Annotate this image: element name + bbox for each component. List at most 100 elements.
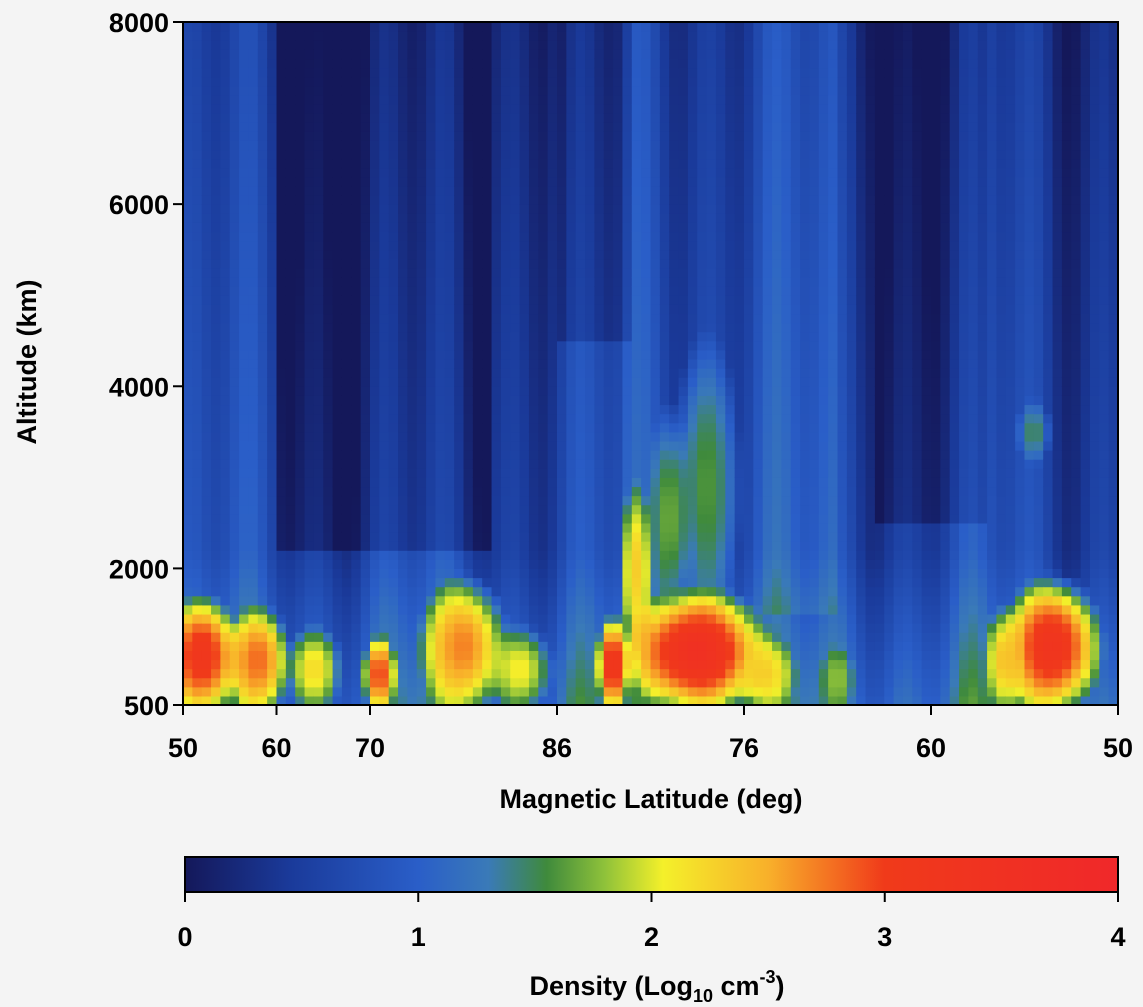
heatmap-cell (781, 641, 792, 651)
heatmap-cell (388, 40, 399, 50)
heatmap-cell (323, 240, 334, 251)
heatmap-cell (257, 495, 268, 506)
heatmap-cell (304, 386, 315, 396)
heatmap-cell (454, 686, 465, 697)
heatmap-cell (566, 222, 577, 233)
heatmap-cell (641, 249, 652, 260)
heatmap-cell (594, 659, 605, 670)
heatmap-cell (631, 340, 642, 351)
heatmap-cell (697, 49, 708, 60)
heatmap-cell (211, 659, 221, 670)
heatmap-cell (575, 267, 586, 278)
heatmap-cell (276, 58, 287, 69)
heatmap-cell (398, 413, 408, 424)
heatmap-cell (332, 258, 343, 269)
heatmap-cell (744, 677, 754, 688)
heatmap-cell (454, 313, 465, 324)
heatmap-cell (435, 158, 446, 169)
heatmap-cell (557, 422, 567, 433)
heatmap-cell (631, 604, 642, 615)
heatmap-cell (603, 176, 614, 187)
heatmap-cell (781, 222, 792, 233)
heatmap-cell (557, 686, 567, 697)
heatmap-cell (388, 167, 399, 178)
heatmap-cell (435, 459, 446, 469)
heatmap-cell (192, 167, 203, 178)
heatmap-cell (332, 504, 343, 515)
heatmap-cell (659, 295, 670, 305)
heatmap-cell (183, 413, 193, 424)
heatmap-cell (332, 213, 343, 223)
heatmap-cell (697, 140, 708, 151)
heatmap-cell (201, 295, 212, 305)
heatmap-cell (323, 486, 334, 497)
heatmap-cell (519, 459, 530, 469)
heatmap-cell (585, 31, 595, 41)
heatmap-cell (659, 413, 670, 424)
heatmap-cell (407, 550, 418, 560)
heatmap-cell (650, 413, 661, 424)
heatmap-cell (388, 340, 399, 351)
heatmap-cell (491, 67, 502, 78)
heatmap-cell (332, 577, 343, 588)
heatmap-cell (715, 686, 726, 697)
heatmap-cell (360, 395, 371, 406)
heatmap-cell (669, 185, 680, 196)
heatmap-cell (500, 131, 511, 141)
heatmap-cell (781, 49, 792, 60)
heatmap-cell (398, 31, 408, 41)
heatmap-cell (360, 659, 371, 670)
heatmap-cell (239, 422, 250, 433)
heatmap-cell (304, 122, 315, 132)
heatmap-cell (557, 322, 567, 333)
heatmap-cell (790, 468, 801, 478)
heatmap-cell (659, 513, 670, 524)
heatmap-cell (772, 94, 782, 105)
heatmap-cell (351, 368, 362, 378)
heatmap-cell (510, 49, 521, 60)
heatmap-cell (641, 559, 652, 569)
heatmap-cell (650, 286, 661, 296)
heatmap-cell (463, 613, 474, 624)
heatmap-cell (528, 231, 539, 242)
heatmap-cell (211, 276, 221, 287)
heatmap-cell (706, 40, 717, 50)
heatmap-cell (370, 358, 380, 369)
heatmap-cell (547, 195, 558, 205)
heatmap-cell (426, 413, 437, 424)
heatmap-cell (239, 22, 250, 32)
heatmap-cell (323, 249, 334, 260)
heatmap-cell (622, 195, 633, 205)
heatmap-cell (482, 695, 493, 705)
heatmap-cell (669, 522, 680, 533)
heatmap-cell (603, 668, 614, 679)
heatmap-cell (772, 222, 782, 233)
heatmap-cell (183, 185, 193, 196)
heatmap-cell (594, 568, 605, 579)
heatmap-cell (332, 586, 343, 597)
heatmap-cell (585, 213, 595, 223)
heatmap-cell (482, 623, 493, 633)
heatmap-cell (183, 176, 193, 187)
heatmap-cell (603, 586, 614, 597)
heatmap-cell (744, 513, 754, 524)
heatmap-cell (575, 349, 586, 360)
heatmap-cell (323, 459, 334, 469)
heatmap-cell (379, 358, 390, 369)
heatmap-cell (594, 158, 605, 169)
heatmap-cell (622, 49, 633, 60)
heatmap-cell (211, 286, 221, 296)
heatmap-cell (659, 322, 670, 333)
heatmap-cell (697, 513, 708, 524)
heatmap-cell (538, 659, 549, 670)
heatmap-cell (491, 559, 502, 569)
heatmap-cell (229, 149, 240, 160)
heatmap-cell (669, 67, 680, 78)
heatmap-cell (267, 404, 278, 415)
heatmap-cell (762, 450, 773, 460)
heatmap-cell (295, 258, 306, 269)
heatmap-cell (407, 185, 418, 196)
heatmap-cell (341, 340, 352, 351)
heatmap-cell (585, 85, 595, 96)
heatmap-cell (257, 650, 268, 661)
